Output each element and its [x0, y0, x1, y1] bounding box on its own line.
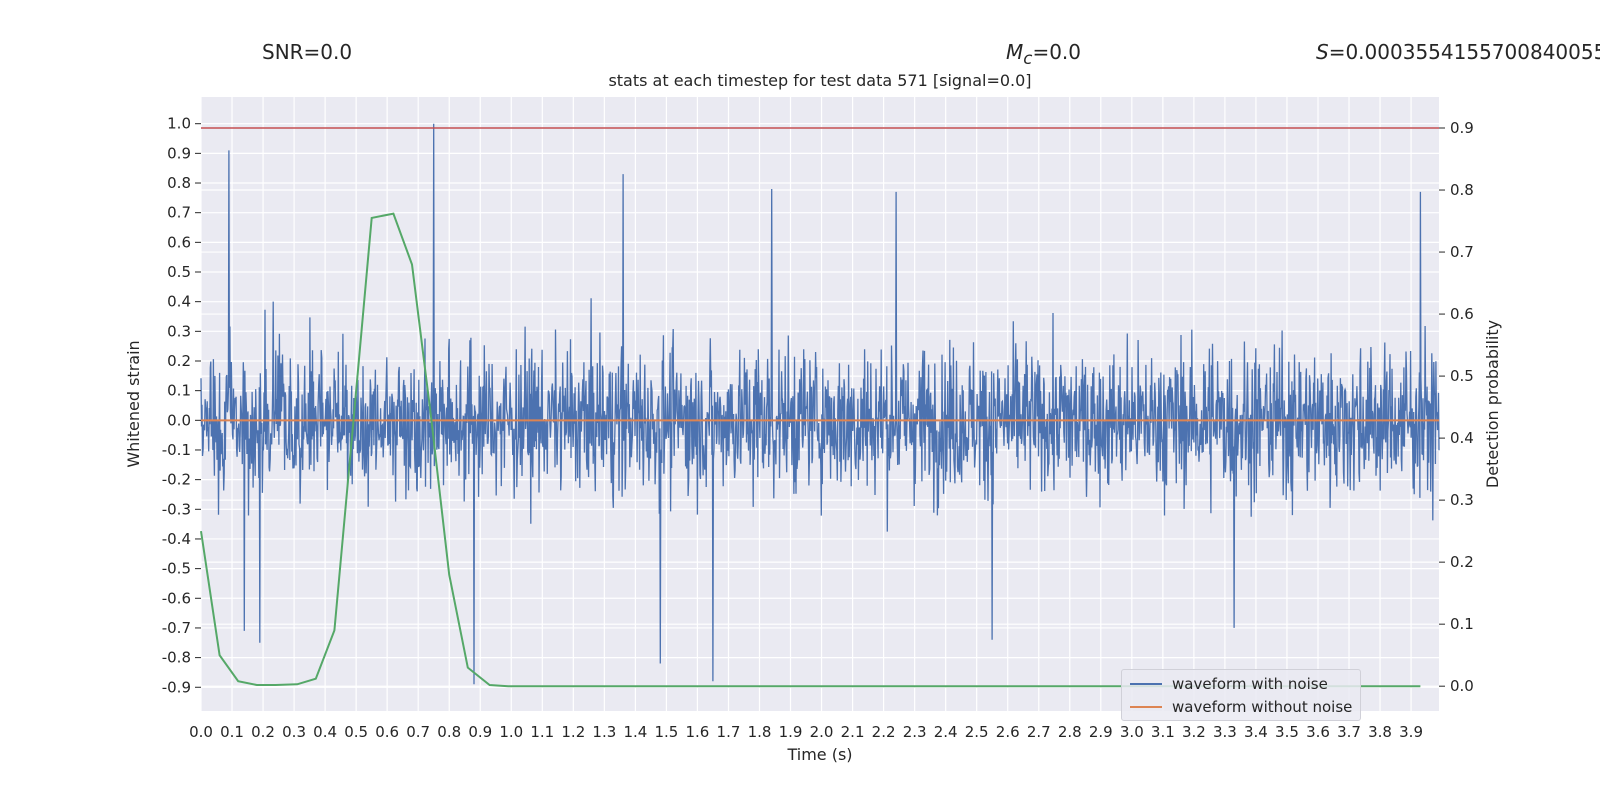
- x-tick-label: 2.1: [841, 723, 865, 741]
- x-tick-label: 0.2: [251, 723, 275, 741]
- y-tick-label: 0.8: [167, 174, 191, 192]
- y-tick-label: 0.3: [167, 322, 191, 340]
- snr-header: SNR=0.0: [262, 40, 353, 64]
- x-tick-label: 1.7: [717, 723, 741, 741]
- s-header: S=0.0003554155700840055: [1316, 40, 1600, 64]
- y-tick-label: -0.7: [162, 619, 191, 637]
- y-tick-label: 0.5: [167, 263, 191, 281]
- y-tick-label: -0.6: [162, 589, 191, 607]
- detection-probability-line: [200, 212, 1421, 688]
- x-tick-label: 0.4: [313, 723, 337, 741]
- y-axis-label: Whitened strain: [124, 340, 143, 467]
- y-tick-label: -0.8: [162, 649, 191, 667]
- noise-waveform-line: [200, 123, 1440, 685]
- x-tick-label: 2.0: [810, 723, 834, 741]
- mc-subscript: c: [1023, 49, 1033, 68]
- y-tick-label: 0.7: [167, 204, 191, 222]
- axes-layer: 0.0 0.1 0.2 0.3 0.4 0.5 0.6 0.7 0.8 0.9 1.0 1.1 1.2 1…: [162, 115, 1474, 741]
- x-tick-label: 1.1: [530, 723, 554, 741]
- x-tick-label: 1.2: [561, 723, 585, 741]
- y-tick-label: -0.5: [162, 560, 191, 578]
- x-tick-label: 2.5: [965, 723, 989, 741]
- x-axis-label: Time (s): [786, 745, 852, 764]
- y-tick-label: 1.0: [167, 115, 191, 133]
- x-tick-label: 2.3: [903, 723, 927, 741]
- y-tick-label: -0.4: [162, 530, 191, 548]
- y2-tick-label: 0.6: [1450, 305, 1474, 323]
- y2-tick-label: 0.7: [1450, 243, 1474, 261]
- y-tick-label: -0.9: [162, 678, 191, 696]
- x-tick-label: 2.9: [1089, 723, 1113, 741]
- x-tick-label: 1.0: [499, 723, 523, 741]
- x-tick-label: 3.3: [1213, 723, 1237, 741]
- mc-header: Mc=0.0: [1006, 40, 1081, 68]
- y-tick-label: 0.6: [167, 233, 191, 251]
- x-tick-label: 2.7: [1027, 723, 1051, 741]
- x-tick-label: 0.6: [375, 723, 399, 741]
- legend-swatch-clean: [1130, 706, 1162, 708]
- x-tick-label: 1.9: [779, 723, 803, 741]
- y-tick-label: -0.2: [162, 471, 191, 489]
- y2-tick-label: 0.2: [1450, 553, 1474, 571]
- y-tick-label: 0.1: [167, 382, 191, 400]
- legend-label-noise: waveform with noise: [1172, 675, 1328, 693]
- y2-tick-label: 0.5: [1450, 367, 1474, 385]
- y-tick-label: 0.0: [167, 411, 191, 429]
- x-tick-label: 3.5: [1275, 723, 1299, 741]
- x-tick-label: 1.3: [592, 723, 616, 741]
- y2-tick-label: 0.0: [1450, 677, 1474, 695]
- y-tick-label: -0.3: [162, 500, 191, 518]
- x-tick-label: 0.9: [468, 723, 492, 741]
- s-symbol: S: [1316, 40, 1329, 64]
- legend-item-noise: waveform with noise: [1130, 673, 1328, 695]
- x-tick-label: 3.0: [1120, 723, 1144, 741]
- mc-symbol: M: [1006, 40, 1024, 64]
- x-tick-label: 3.9: [1399, 723, 1423, 741]
- x-tick-label: 2.8: [1058, 723, 1082, 741]
- x-tick-label: 3.6: [1306, 723, 1330, 741]
- x-tick-label: 1.8: [748, 723, 772, 741]
- x-tick-label: 0.1: [220, 723, 244, 741]
- x-tick-label: 0.3: [282, 723, 306, 741]
- x-tick-label: 3.2: [1182, 723, 1206, 741]
- x-tick-label: 1.4: [623, 723, 647, 741]
- y-tick-label: 0.4: [167, 293, 191, 311]
- x-tick-label: 2.2: [872, 723, 896, 741]
- y2-tick-label: 0.9: [1450, 119, 1474, 137]
- y2-tick-label: 0.4: [1450, 429, 1474, 447]
- y2-tick-label: 0.8: [1450, 181, 1474, 199]
- y2-tick-label: 0.1: [1450, 615, 1474, 633]
- x-tick-label: 0.7: [406, 723, 430, 741]
- x-tick-label: 3.8: [1368, 723, 1392, 741]
- chart-title: stats at each timestep for test data 571…: [608, 71, 1032, 90]
- y-tick-label: 0.9: [167, 144, 191, 162]
- series-layer: [200, 123, 1440, 688]
- x-tick-label: 3.7: [1337, 723, 1361, 741]
- legend-swatch-noise: [1130, 683, 1162, 685]
- x-tick-label: 1.6: [686, 723, 710, 741]
- x-tick-label: 0.8: [437, 723, 461, 741]
- x-tick-label: 1.5: [654, 723, 678, 741]
- y-tick-label: -0.1: [162, 441, 191, 459]
- x-tick-label: 3.4: [1244, 723, 1268, 741]
- y2-axis-label: Detection probability: [1483, 320, 1502, 488]
- x-tick-label: 0.5: [344, 723, 368, 741]
- s-value: =0.0003554155700840055: [1328, 40, 1600, 64]
- legend-item-clean: waveform without noise: [1130, 696, 1352, 718]
- x-tick-label: 0.0: [189, 723, 213, 741]
- legend-label-clean: waveform without noise: [1172, 698, 1353, 716]
- x-tick-label: 3.1: [1151, 723, 1175, 741]
- y2-tick-label: 0.3: [1450, 491, 1474, 509]
- mc-value: =0.0: [1032, 40, 1082, 64]
- x-tick-label: 2.6: [996, 723, 1020, 741]
- legend: waveform with noise waveform without noi…: [1121, 669, 1361, 721]
- y-tick-label: 0.2: [167, 352, 191, 370]
- x-tick-label: 2.4: [934, 723, 958, 741]
